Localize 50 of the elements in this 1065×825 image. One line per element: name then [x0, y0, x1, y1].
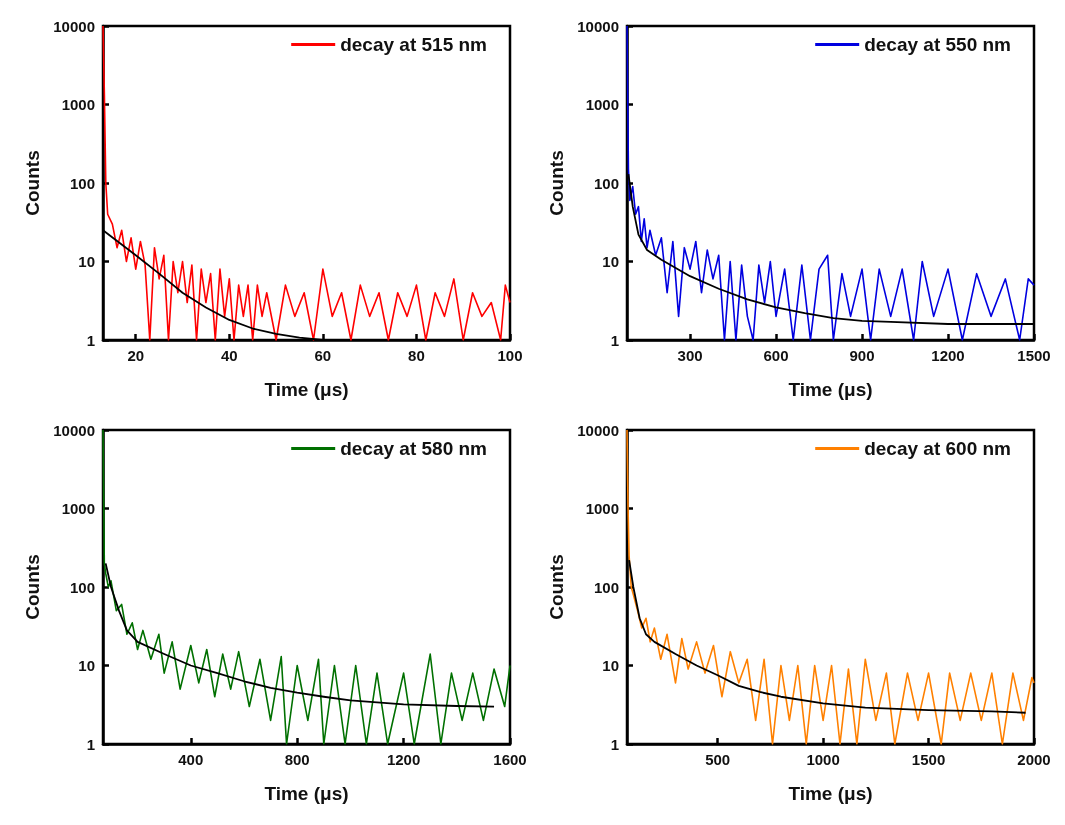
legend-label: decay at 550 nm: [864, 34, 1012, 55]
y-tick-label: 1000: [585, 96, 619, 113]
y-tick-label: 1000: [61, 96, 95, 113]
x-tick-label: 300: [677, 347, 703, 364]
legend-label: decay at 580 nm: [340, 438, 488, 459]
x-tick-label: 100: [497, 347, 523, 364]
y-tick-label: 100: [593, 578, 619, 596]
y-axis-title: Counts: [22, 554, 44, 620]
x-tick-label: 900: [849, 347, 875, 364]
y-tick-label: 1: [610, 735, 619, 753]
y-tick-label: 1000: [585, 500, 619, 517]
y-tick-label: 1000: [61, 500, 95, 517]
x-tick-label: 1200: [931, 347, 965, 364]
y-tick-label: 10000: [577, 421, 619, 439]
x-tick-label: 1600: [493, 751, 527, 768]
y-tick-label: 1: [86, 331, 95, 349]
legend-label: decay at 515 nm: [340, 34, 488, 55]
x-tick-label: 2000: [1017, 751, 1051, 768]
y-tick-label: 10000: [53, 421, 95, 439]
x-tick-label: 1200: [386, 751, 421, 768]
y-tick-label: 1: [86, 735, 95, 753]
x-tick-label: 80: [408, 347, 425, 364]
legend-label: decay at 600 nm: [864, 438, 1012, 459]
y-tick-label: 10: [602, 253, 619, 270]
x-axis-title: Time (μs): [788, 783, 873, 804]
x-axis-title: Time (μs): [264, 783, 349, 804]
x-tick-label: 1500: [1017, 347, 1051, 364]
y-tick-label: 100: [69, 578, 95, 596]
y-tick-label: 10: [78, 657, 95, 674]
y-tick-label: 10: [78, 253, 95, 270]
x-tick-label: 600: [763, 347, 789, 364]
x-tick-label: 1000: [806, 751, 840, 768]
y-axis-title: Counts: [22, 150, 44, 216]
x-tick-label: 400: [178, 751, 204, 768]
y-tick-label: 1: [610, 331, 619, 349]
x-tick-label: 500: [705, 751, 731, 768]
y-tick-label: 10000: [577, 17, 619, 35]
x-tick-label: 40: [220, 347, 238, 364]
x-tick-label: 60: [314, 347, 332, 364]
y-axis-title: Counts: [546, 554, 568, 620]
y-tick-label: 100: [593, 174, 619, 192]
x-tick-label: 800: [284, 751, 310, 768]
x-axis-title: Time (μs): [788, 379, 873, 400]
y-tick-label: 10: [602, 657, 619, 674]
y-tick-label: 100: [69, 174, 95, 192]
x-tick-label: 1500: [911, 751, 946, 768]
y-axis-title: Counts: [546, 150, 568, 216]
x-axis-title: Time (μs): [264, 379, 349, 400]
y-tick-label: 10000: [53, 17, 95, 35]
x-tick-label: 20: [127, 347, 145, 364]
